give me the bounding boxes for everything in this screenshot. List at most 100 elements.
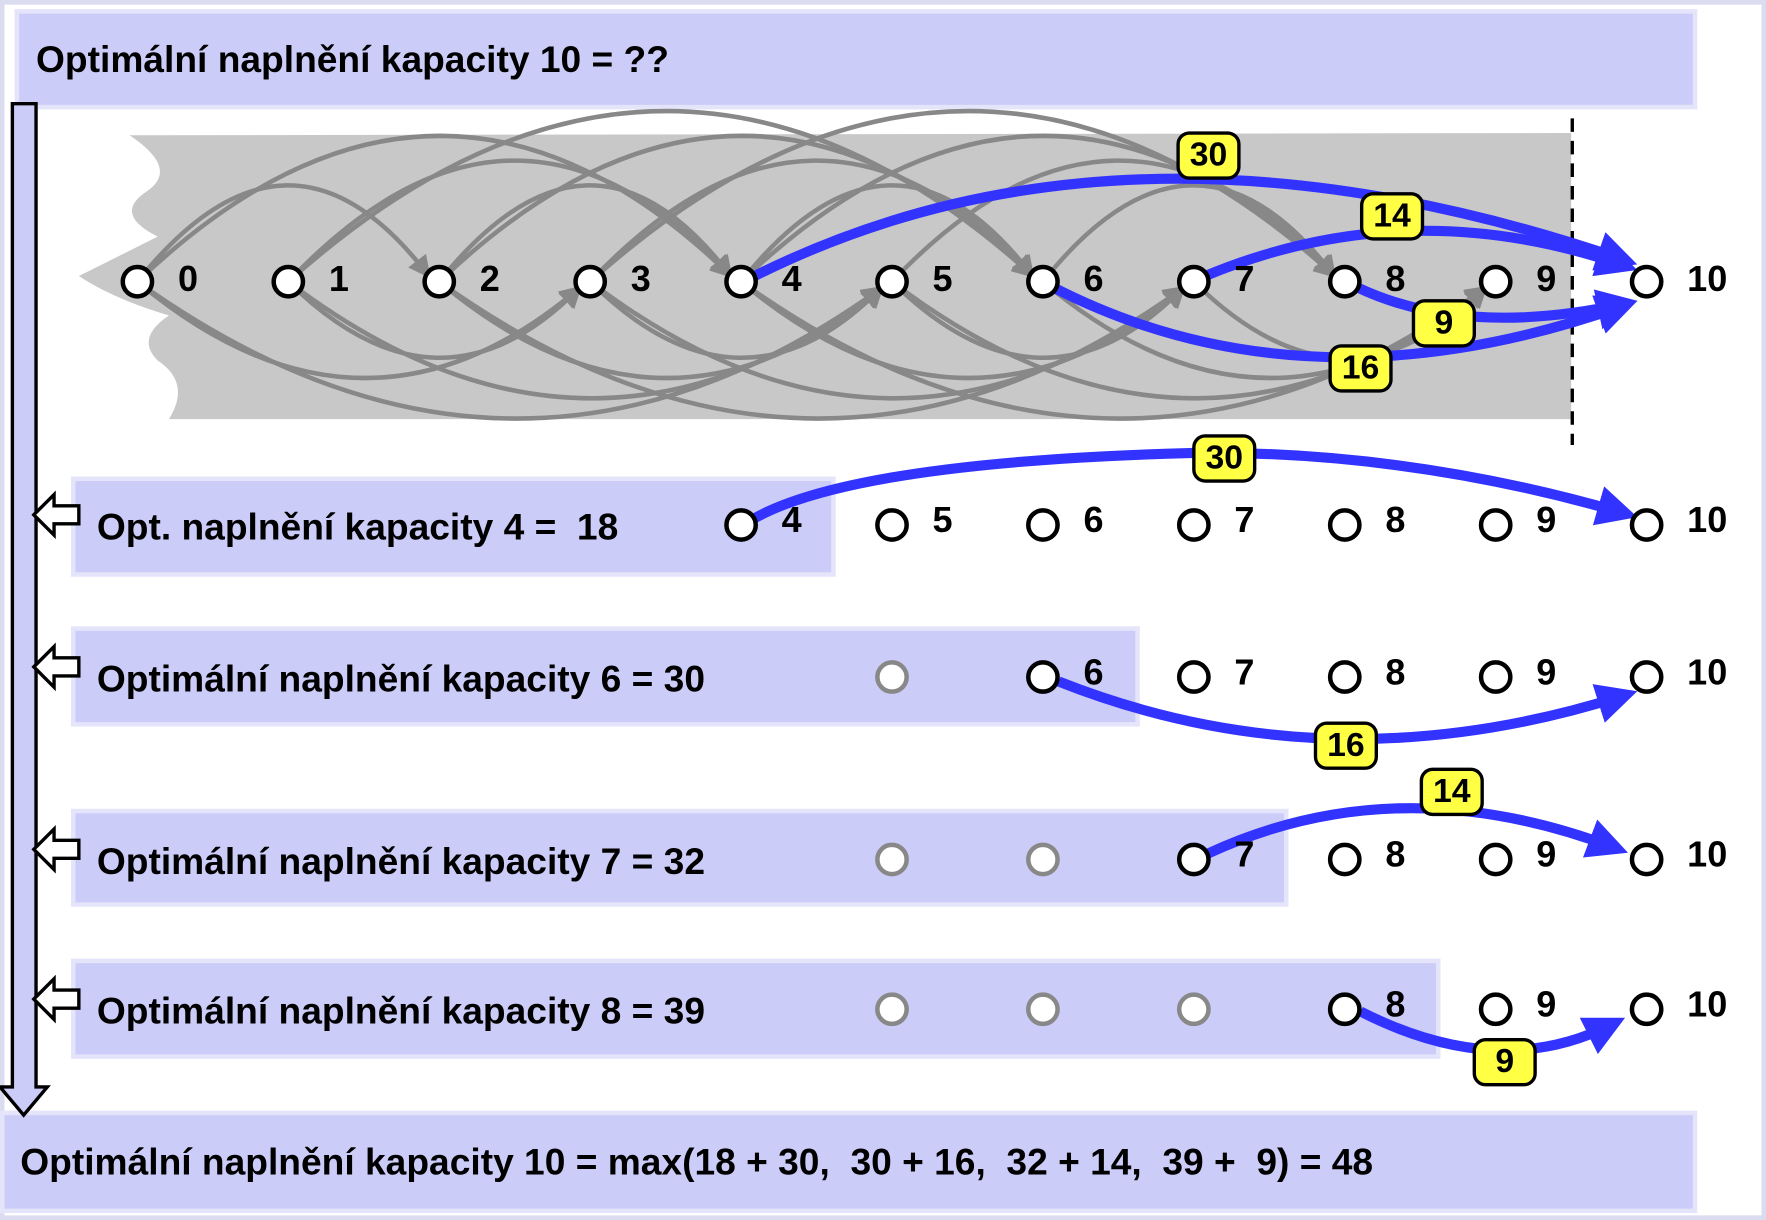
node-label: 1 [329, 258, 349, 299]
weight-label: 30 [1205, 439, 1243, 477]
node [1478, 842, 1513, 877]
node-label: 10 [1687, 499, 1727, 540]
row-box [70, 958, 1441, 1059]
node [875, 842, 909, 877]
node [1026, 842, 1060, 877]
gray-edge [588, 280, 884, 360]
node [1176, 264, 1211, 299]
node [1327, 264, 1362, 299]
node-label: 9 [1536, 651, 1556, 692]
node-label: 5 [933, 499, 953, 540]
node [120, 264, 155, 299]
node [875, 660, 909, 694]
node-label: 0 [178, 258, 198, 299]
node [1629, 264, 1664, 299]
node-label: 7 [1234, 834, 1254, 875]
node-label: 8 [1385, 834, 1405, 875]
weight-badge [1419, 767, 1484, 817]
gray-edge [890, 158, 1337, 284]
title-box [14, 9, 1698, 110]
weight-label: 9 [1495, 1042, 1514, 1080]
node [1629, 508, 1664, 542]
node-label: 6 [1083, 258, 1103, 299]
node-label: 9 [1536, 258, 1556, 299]
back-arrow [31, 490, 81, 540]
gray-edge [739, 133, 1337, 284]
node [1327, 992, 1362, 1027]
flow-arrow [0, 102, 51, 1118]
row-box [70, 808, 1289, 907]
node [1176, 842, 1211, 877]
node [422, 264, 457, 299]
node [1176, 992, 1211, 1027]
node-label: 7 [1234, 651, 1254, 692]
gray-edge [739, 183, 1035, 284]
node [1478, 992, 1513, 1027]
node [1026, 508, 1060, 542]
gray-edge [135, 183, 431, 284]
node-label: 10 [1687, 834, 1727, 875]
node-label: 8 [1385, 984, 1405, 1025]
weight-label: 30 [1190, 136, 1228, 174]
subproblem-area [78, 133, 1572, 420]
title: Optimální naplnění kapacity 10 = ?? [36, 38, 669, 80]
node-label: 8 [1385, 499, 1405, 540]
weight-label: 9 [1434, 303, 1453, 341]
edge [1050, 282, 1638, 363]
weight-label: 16 [1342, 348, 1380, 386]
gray-edge [588, 158, 1035, 284]
weight-badge [1192, 434, 1257, 483]
node [1327, 842, 1362, 877]
back-arrow [31, 642, 81, 692]
node-label: 9 [1536, 499, 1556, 540]
node-label: 6 [1083, 499, 1103, 540]
edge [752, 173, 1638, 281]
result-box [0, 1110, 1698, 1214]
node [1176, 660, 1211, 694]
gray-edge [286, 280, 583, 360]
row-box [70, 476, 836, 577]
node [875, 508, 909, 542]
node [875, 264, 909, 299]
weight-badge [1313, 721, 1378, 770]
row-label: Optimální naplnění kapacity 6 = 30 [97, 657, 705, 699]
gray-edge [437, 183, 733, 284]
node-label: 5 [933, 258, 953, 299]
node [1478, 264, 1513, 299]
node-label: 8 [1385, 651, 1405, 692]
node [1026, 264, 1060, 299]
weight-badge [1472, 1037, 1537, 1087]
weight-label: 16 [1327, 726, 1365, 764]
node-label: 10 [1687, 258, 1727, 299]
node-label: 8 [1385, 258, 1405, 299]
node [1629, 842, 1664, 877]
node-label: 4 [782, 258, 802, 299]
node [1327, 660, 1362, 694]
node [1327, 508, 1362, 542]
gray-edge [1041, 183, 1337, 284]
node-label: 7 [1234, 499, 1254, 540]
node-label: 10 [1687, 984, 1727, 1025]
row-label: Opt. naplnění kapacity 4 = 18 [97, 505, 618, 547]
gray-edge [739, 279, 1187, 381]
back-arrow [31, 824, 81, 874]
gray-edge [135, 133, 734, 284]
node [724, 508, 758, 542]
node-label: 6 [1083, 651, 1103, 692]
node [271, 264, 306, 299]
weight-badge [1328, 344, 1393, 393]
node [1478, 660, 1513, 694]
result: Optimální naplnění kapacity 10 = max(18 … [20, 1141, 1373, 1183]
row-label: Optimální naplnění kapacity 8 = 39 [97, 990, 705, 1032]
node [724, 264, 758, 299]
node-label: 10 [1687, 651, 1727, 692]
edge [1205, 803, 1629, 859]
weight-badge [1411, 299, 1476, 348]
weight-badge [1359, 192, 1425, 241]
row-label: Optimální naplnění kapacity 7 = 32 [97, 840, 705, 882]
edge [1354, 282, 1638, 330]
gray-edges [135, 108, 1489, 421]
